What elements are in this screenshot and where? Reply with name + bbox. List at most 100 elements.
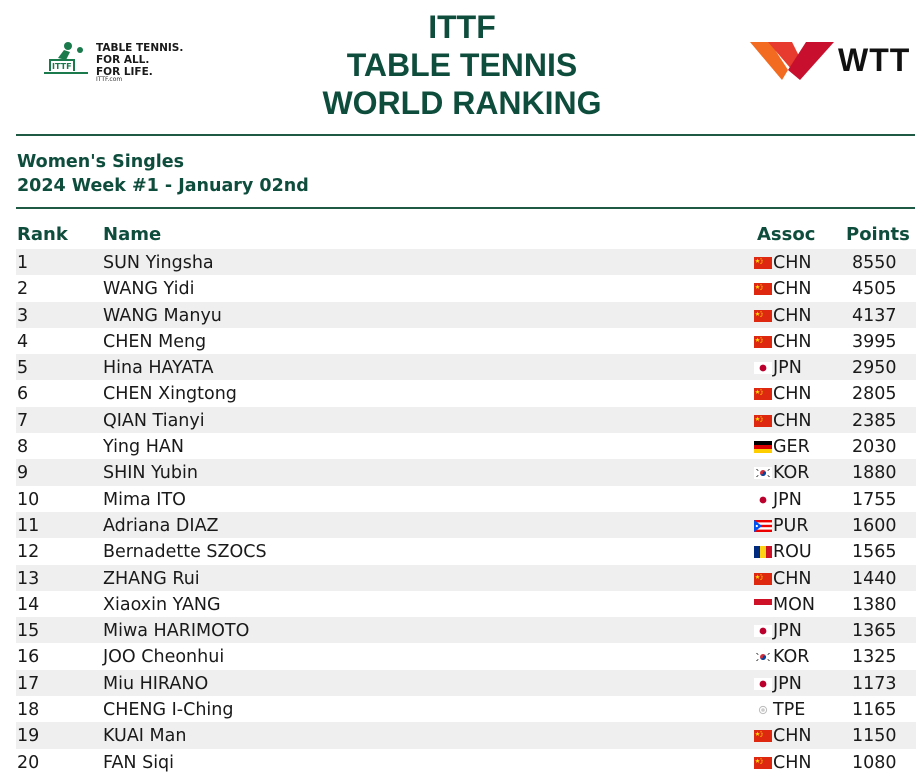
rank-cell: 18 <box>17 700 40 721</box>
player-name-cell: CHEN Xingtong <box>103 384 237 405</box>
assoc-code: TPE <box>773 700 806 721</box>
jp-flag-icon <box>754 357 772 375</box>
week-label: 2024 Week #1 - January 02nd <box>17 176 309 196</box>
points-cell: 1880 <box>852 463 897 484</box>
column-header-rank: Rank <box>17 224 68 245</box>
points-cell: 1380 <box>852 594 897 615</box>
tpe-flag-icon <box>754 699 772 717</box>
points-cell: 1165 <box>852 700 897 721</box>
page-title: ITTF TABLE TENNIS WORLD RANKING <box>262 8 662 122</box>
rank-cell: 14 <box>17 594 40 615</box>
player-name-cell: Miwa HARIMOTO <box>103 621 250 642</box>
column-header-name: Name <box>103 224 162 245</box>
rank-cell: 1 <box>17 253 29 273</box>
table-row: 14 Xiaoxin YANG MON 1380 <box>16 591 916 617</box>
points-cell: 1440 <box>852 568 897 589</box>
player-name-cell: JOO Cheonhui <box>103 647 225 668</box>
player-name-cell: CHEN Meng <box>103 331 207 352</box>
rank-cell: 9 <box>17 463 29 484</box>
category-label: Women's Singles <box>17 152 185 172</box>
table-row: 3 WANG Manyu CHN 4137 <box>16 301 916 328</box>
assoc-cell: JPN <box>754 488 802 512</box>
points-cell: 1325 <box>852 647 897 668</box>
assoc-code: ROU <box>773 542 812 563</box>
assoc-code: CHN <box>773 305 812 326</box>
player-name-cell: Hina HAYATA <box>103 358 214 379</box>
divider <box>16 207 915 209</box>
assoc-code: CHN <box>773 410 812 431</box>
player-name-cell: SHIN Yubin <box>103 463 198 484</box>
table-row: 2 WANG Yidi CHN 4505 <box>16 275 916 301</box>
cn-flag-icon <box>754 568 772 585</box>
assoc-cell: JPN <box>754 672 802 696</box>
table-row: 10 Mima ITO JPN 1755 <box>16 486 916 512</box>
points-cell: 1365 <box>852 621 897 642</box>
points-cell: 2385 <box>852 410 897 431</box>
assoc-cell: CHN <box>754 330 811 354</box>
ittf-logo: ITTF TABLE TENNIS. FOR ALL. FOR LIFE. IT… <box>44 38 204 84</box>
assoc-code: CHN <box>773 384 812 405</box>
rank-cell: 4 <box>17 331 29 352</box>
rank-cell: 17 <box>17 673 40 694</box>
rank-cell: 16 <box>17 647 40 668</box>
cn-flag-icon <box>754 752 772 769</box>
table-row: 19 KUAI Man CHN 1150 <box>16 722 916 749</box>
title-line: ITTF <box>428 9 496 45</box>
assoc-code: CHN <box>773 253 812 273</box>
points-cell: 4505 <box>852 279 897 300</box>
assoc-cell: JPN <box>754 619 802 643</box>
player-name-cell: SUN Yingsha <box>103 253 214 273</box>
assoc-code: JPN <box>773 358 802 379</box>
assoc-cell: PUR <box>754 514 809 538</box>
de-flag-icon <box>754 436 772 454</box>
ranking-subheading: Women's Singles 2024 Week #1 - January 0… <box>17 150 309 198</box>
page-header: ITTF TABLE TENNIS. FOR ALL. FOR LIFE. IT… <box>0 0 924 130</box>
assoc-cell: CHN <box>754 724 811 748</box>
rank-cell: 19 <box>17 726 40 747</box>
assoc-code: GER <box>773 437 810 458</box>
assoc-cell: MON <box>754 593 815 617</box>
assoc-cell: CHN <box>754 751 811 775</box>
wtt-logo-icon <box>750 42 834 80</box>
rank-cell: 3 <box>17 305 29 326</box>
cn-flag-icon <box>754 383 772 401</box>
assoc-code: CHN <box>773 726 812 747</box>
table-row: 6 CHEN Xingtong CHN 2805 <box>16 380 916 406</box>
rank-cell: 13 <box>17 568 40 589</box>
table-row: 17 Miu HIRANO JPN 1173 <box>16 669 916 697</box>
player-name-cell: Adriana DIAZ <box>103 515 219 536</box>
rank-cell: 8 <box>17 437 29 458</box>
ittf-tagline-line: FOR LIFE. <box>96 66 153 78</box>
ittf-logo-icon: ITTF <box>44 42 88 74</box>
points-cell: 2950 <box>852 358 897 379</box>
assoc-cell: TPE <box>754 698 805 722</box>
title-line: TABLE TENNIS <box>346 47 578 83</box>
table-row: 11 Adriana DIAZ PUR 1600 <box>16 511 916 539</box>
points-cell: 8550 <box>852 253 897 273</box>
cn-flag-icon <box>754 725 772 743</box>
assoc-code: JPN <box>773 621 802 642</box>
divider <box>16 134 915 136</box>
player-name-cell: KUAI Man <box>103 726 187 747</box>
jp-flag-icon <box>754 489 772 506</box>
assoc-cell: CHN <box>754 251 811 275</box>
player-name-cell: WANG Yidi <box>103 279 195 300</box>
points-cell: 2030 <box>852 437 897 458</box>
assoc-cell: KOR <box>754 461 809 485</box>
assoc-code: JPN <box>773 489 802 510</box>
table-row: 13 ZHANG Rui CHN 1440 <box>16 564 916 591</box>
wtt-logo: WTT <box>748 40 924 84</box>
assoc-cell: CHN <box>754 567 811 591</box>
table-row: 18 CHENG I-Ching TPE 1165 <box>16 696 916 722</box>
table-row: 8 Ying HAN GER 2030 <box>16 433 916 459</box>
rank-cell: 20 <box>17 752 40 773</box>
ittf-site: ITTF.com <box>96 76 123 83</box>
table-row: 12 Bernadette SZOCS ROU 1565 <box>16 538 916 564</box>
assoc-code: CHN <box>773 331 812 352</box>
table-row: 9 SHIN Yubin KOR 1880 <box>16 459 916 486</box>
points-cell: 1173 <box>852 673 897 694</box>
cn-flag-icon <box>754 305 772 322</box>
table-row: 16 JOO Cheonhui KOR 1325 <box>16 643 916 669</box>
column-header-assoc: Assoc <box>757 224 816 245</box>
cn-flag-icon <box>754 331 772 348</box>
